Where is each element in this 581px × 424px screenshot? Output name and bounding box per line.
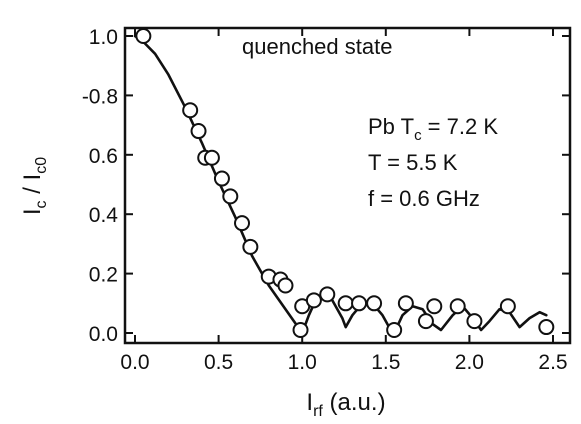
data-point	[319, 286, 336, 303]
y-tick-label: 0.0	[89, 323, 118, 346]
data-point	[182, 102, 199, 119]
data-point	[538, 319, 555, 336]
annotation-material-post: = 7.2 K	[422, 114, 499, 139]
y-axis-title: Ic / Ic0	[19, 157, 50, 215]
data-point	[466, 313, 483, 330]
y-tick-labels: 0.0 0.2 0.4 0.6 -0.8 1.0	[82, 26, 118, 346]
data-point	[305, 292, 322, 309]
data-points	[135, 28, 555, 339]
y-axis-title-sep: /	[19, 180, 46, 200]
x-tick-label: 1.5	[371, 351, 400, 374]
data-point	[234, 215, 251, 232]
x-axis-title: Irf (a.u.)	[306, 389, 385, 420]
annotation-material: Pb Tc = 7.2 K	[368, 114, 498, 144]
data-point	[449, 298, 466, 315]
annotation-material-pre: Pb T	[368, 114, 414, 139]
annotation-frequency: f = 0.6 GHz	[368, 186, 480, 211]
data-point	[222, 188, 239, 205]
annotation-state: quenched state	[242, 34, 392, 59]
y-axis-title-b-sub: c0	[33, 157, 50, 174]
data-point	[203, 149, 220, 166]
data-point	[417, 313, 434, 330]
data-point	[292, 322, 309, 339]
data-point	[190, 123, 207, 140]
tick-marks	[125, 28, 570, 343]
data-point	[337, 295, 354, 312]
y-tick-label: 0.4	[89, 204, 119, 227]
fit-curve	[133, 34, 548, 335]
y-axis-title-a-sub: c	[33, 200, 50, 208]
data-point	[242, 238, 259, 255]
x-tick-labels: 0.0 0.5 1.0 1.5 2.0 2.5	[120, 351, 567, 374]
x-axis-title-main: I	[306, 389, 313, 416]
data-point	[135, 28, 152, 44]
y-axis-title-b: I	[19, 174, 46, 181]
y-axis-title-a: I	[19, 208, 46, 215]
plot-frame	[123, 26, 572, 345]
data-point	[426, 298, 443, 315]
x-axis-title-sub: rf	[313, 403, 323, 420]
annotation-temperature: T = 5.5 K	[368, 150, 458, 175]
data-point	[213, 170, 230, 187]
data-point	[366, 295, 383, 312]
y-tick-label: 1.0	[89, 26, 118, 49]
data-point	[499, 298, 516, 315]
x-tick-label: 1.0	[288, 351, 317, 374]
y-tick-label: -0.8	[82, 85, 118, 108]
data-point	[397, 295, 414, 312]
x-tick-label: 0.0	[120, 351, 149, 374]
y-tick-label: 0.2	[89, 264, 118, 287]
annotation-material-sub: c	[414, 127, 422, 144]
x-tick-label: 2.5	[538, 351, 567, 374]
data-point	[277, 277, 294, 294]
x-tick-label: 0.5	[204, 351, 233, 374]
data-point	[386, 322, 403, 339]
x-tick-label: 2.0	[455, 351, 484, 374]
data-point	[351, 295, 368, 312]
y-tick-label: 0.6	[89, 145, 118, 168]
x-axis-title-rest: (a.u.)	[323, 389, 386, 416]
